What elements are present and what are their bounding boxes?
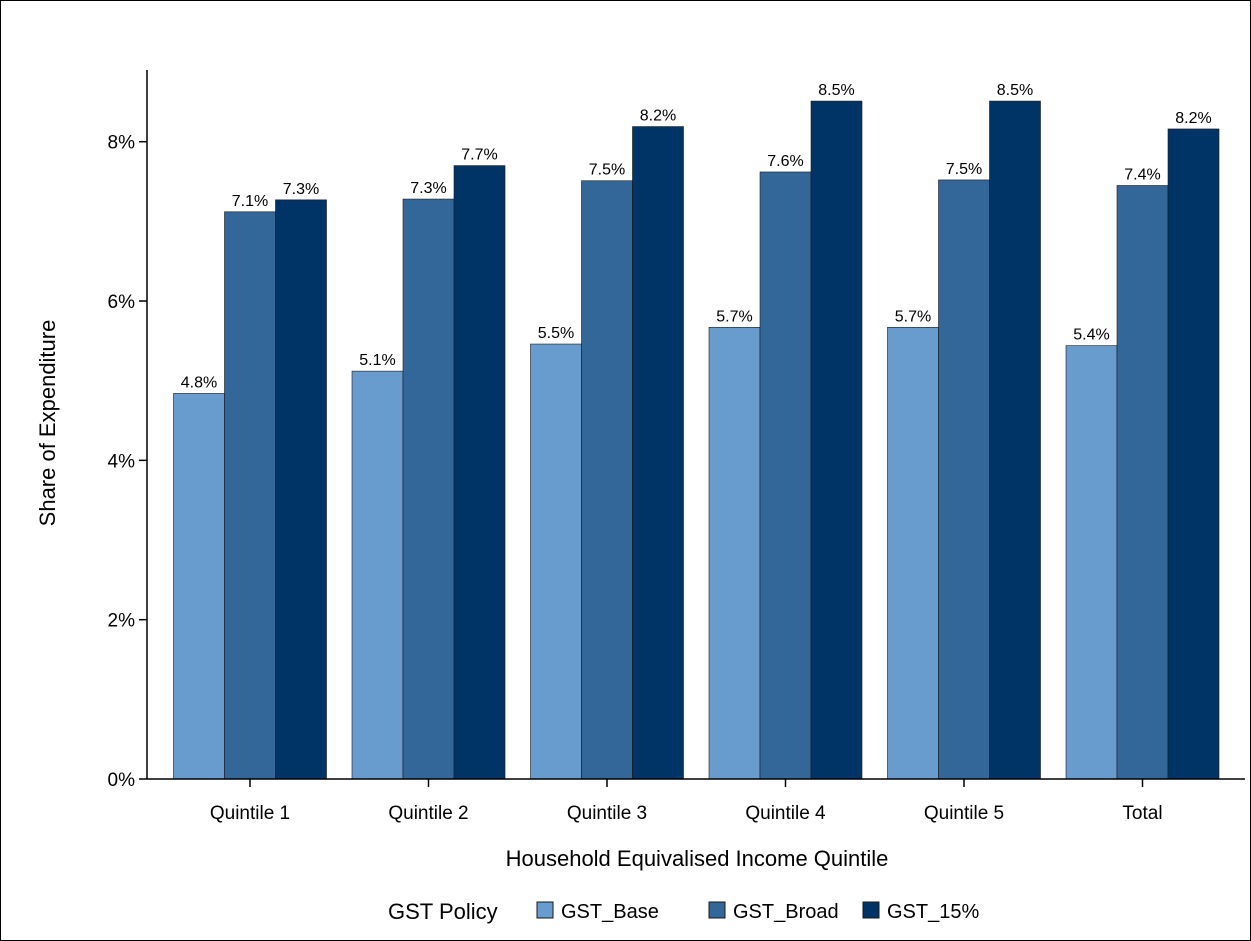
data-label: 8.2% bbox=[640, 108, 676, 125]
data-label: 7.5% bbox=[589, 162, 625, 179]
data-label: 7.3% bbox=[410, 180, 446, 197]
data-label: 5.7% bbox=[716, 308, 752, 325]
data-label: 5.1% bbox=[359, 352, 395, 369]
legend-items: GST_Base GST_Broad GST_15% bbox=[536, 901, 979, 923]
bar bbox=[173, 393, 225, 780]
bar bbox=[581, 180, 633, 780]
y-axis-ticks: 0% 2% 4% 6% 8% bbox=[108, 133, 147, 791]
x-tick-label: Quintile 3 bbox=[567, 803, 647, 824]
bar bbox=[887, 327, 939, 780]
legend-swatch bbox=[862, 901, 880, 919]
data-label: 7.1% bbox=[232, 193, 268, 210]
bar bbox=[708, 327, 761, 780]
x-tick-label: Quintile 5 bbox=[924, 803, 1004, 824]
legend-title: GST Policy bbox=[388, 899, 498, 924]
bar bbox=[453, 165, 506, 780]
bar bbox=[224, 211, 276, 780]
bar bbox=[1116, 185, 1169, 780]
x-tick-label: Quintile 1 bbox=[210, 803, 290, 824]
bar bbox=[759, 171, 812, 780]
legend-label: GST_15% bbox=[887, 901, 979, 923]
x-axis-ticks: Quintile 1 Quintile 2 Quintile 3 Quintile 4… bbox=[210, 779, 1163, 824]
legend: GST Policy GST_Base GST_Broad GST_15% bbox=[388, 899, 979, 924]
bar bbox=[632, 126, 684, 780]
data-label: 5.5% bbox=[538, 325, 574, 342]
data-label: 8.5% bbox=[818, 82, 854, 99]
y-tick-label: 2% bbox=[108, 611, 136, 632]
data-label: 7.4% bbox=[1124, 167, 1160, 184]
legend-label: GST_Broad bbox=[733, 901, 839, 923]
legend-swatch bbox=[708, 901, 726, 919]
y-tick-label: 6% bbox=[108, 292, 136, 313]
bar bbox=[275, 199, 327, 780]
bars-group bbox=[173, 100, 1220, 780]
data-label: 5.7% bbox=[895, 308, 931, 325]
bar bbox=[938, 179, 990, 780]
data-labels-group: 4.8% 7.1% 7.3% 5.1% 7.3% 7.7% 5.5% 7.5% 8.2% 5.7%… bbox=[181, 82, 1212, 391]
legend-swatch bbox=[536, 901, 554, 919]
data-label: 8.2% bbox=[1175, 110, 1211, 127]
data-label: 7.5% bbox=[946, 161, 982, 178]
y-tick-label: 0% bbox=[108, 770, 136, 791]
data-label: 8.5% bbox=[997, 82, 1033, 99]
y-tick-label: 8% bbox=[108, 133, 136, 154]
x-axis-title: Household Equivalised Income Quintile bbox=[506, 846, 889, 871]
x-tick-label: Total bbox=[1122, 803, 1162, 824]
y-tick-label: 4% bbox=[108, 451, 136, 472]
bar bbox=[402, 198, 455, 780]
legend-label: GST_Base bbox=[561, 901, 659, 923]
x-tick-label: Quintile 2 bbox=[388, 803, 468, 824]
data-label: 4.8% bbox=[181, 374, 217, 391]
bar bbox=[1065, 345, 1118, 780]
bar bbox=[1167, 128, 1220, 780]
data-label: 7.7% bbox=[461, 147, 497, 164]
bar bbox=[989, 100, 1041, 780]
y-axis-title: Share of Expenditure bbox=[35, 320, 60, 527]
data-label: 7.6% bbox=[767, 153, 803, 170]
bar bbox=[810, 100, 863, 780]
x-tick-label: Quintile 4 bbox=[745, 803, 826, 824]
data-label: 5.4% bbox=[1073, 327, 1109, 344]
bar bbox=[351, 370, 404, 780]
bar bbox=[530, 343, 582, 780]
data-label: 7.3% bbox=[283, 181, 319, 198]
